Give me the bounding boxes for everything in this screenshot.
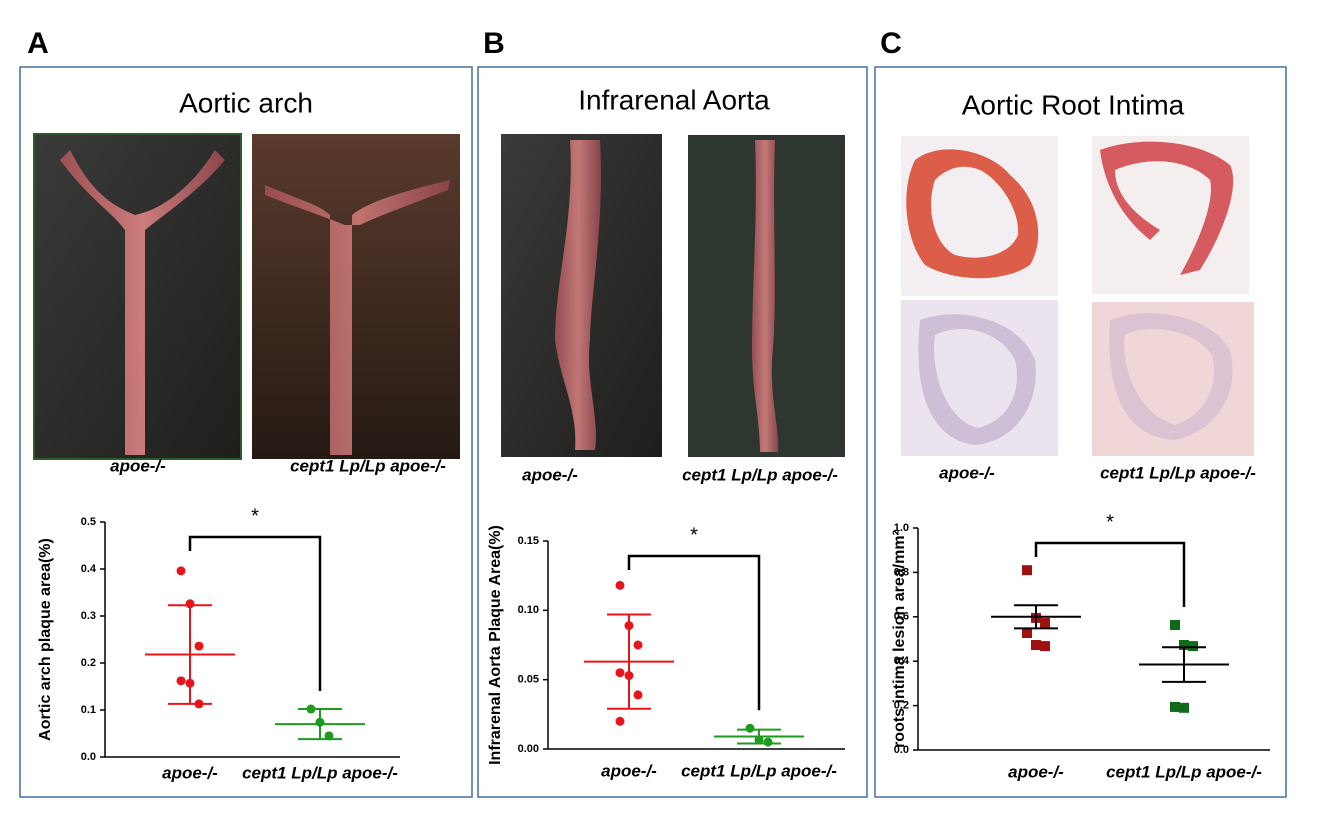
data-point [615,668,625,678]
x-tick-label: apoe-/- [162,763,218,782]
photo-caption: cept1 Lp/Lp apoe-/- [682,465,838,484]
significance-bracket [1034,541,1186,608]
panel-title: Infrarenal Aorta [578,84,770,115]
data-point [615,716,625,726]
y-tick-label: 0.1 [81,704,96,716]
error-bar [298,708,342,741]
error-bar [168,604,212,705]
data-point [1031,639,1041,650]
y-tick-label: 0.6 [894,611,909,623]
panel-label: A [27,27,49,60]
y-tick-label: 0.05 [518,674,539,686]
data-point [763,737,773,747]
x-tick-label: cept1 Lp/Lp apoe-/- [1106,762,1262,781]
y-tick-label: 0.0 [894,744,909,756]
x-tick-label: cept1 Lp/Lp apoe-/- [242,763,398,782]
data-point [176,566,186,576]
y-tick-label: 0.00 [518,743,539,755]
data-point [1170,701,1180,712]
x-tick-label: apoe-/- [601,761,657,780]
y-axis-label: Infrarenal Aorta Plaque Area(%) [487,525,504,765]
y-axis-label: Aortic arch plaque area(%) [37,538,54,741]
panel-title: Aortic Root Intima [962,89,1185,120]
data-point [1022,565,1032,576]
significance-bracket [188,535,322,692]
photos [33,133,1254,460]
y-tick-label: 0.2 [81,657,96,669]
data-point [1170,620,1180,631]
data-point [1022,628,1032,639]
y-tick-label: 0.5 [81,516,96,528]
y-tick-label: 0.3 [81,610,96,622]
y-tick-label: 0.4 [894,655,910,667]
data-point [633,690,643,700]
error-bar [607,613,651,710]
y-tick-label: 0.8 [894,566,909,578]
error-bar [1162,646,1206,683]
y-tick-label: 0.10 [518,604,539,616]
error-bar [1014,604,1058,630]
y-axis-label: roots intima lesion area/mm² [891,530,908,748]
y-tick-label: 1.0 [894,522,909,534]
data-point [633,640,643,650]
panel-frames [19,66,1287,798]
significance-label: * [251,505,259,527]
data-point [615,580,625,590]
y-tick-label: 0.15 [518,535,539,547]
data-point [324,731,334,741]
photo-caption: apoe-/- [522,465,578,484]
significance-label: * [1106,511,1114,533]
y-tick-label: 0.4 [81,563,97,575]
significance-label: * [690,524,698,546]
photo-caption: apoe-/- [939,463,995,482]
data-point [745,723,755,733]
y-tick-label: 0.0 [81,751,96,763]
data-point [1040,641,1050,652]
data-point [1179,639,1189,650]
panel-label: C [880,27,902,60]
panel-label: B [483,27,505,60]
data-point [1040,618,1050,629]
photo-caption: cept1 Lp/Lp apoe-/- [1100,463,1256,482]
significance-bracket [627,554,761,711]
photo-caption: apoe-/- [110,456,166,475]
error-bar [737,728,781,745]
y-tick-label: 0.2 [894,700,909,712]
data-point [176,676,186,686]
data-point [1179,702,1189,713]
x-tick-label: apoe-/- [1008,762,1064,781]
panel-title: Aortic arch [179,87,313,118]
x-tick-label: cept1 Lp/Lp apoe-/- [681,761,837,780]
data-point [194,641,204,651]
data-point [1188,641,1198,652]
photo-caption: cept1 Lp/Lp apoe-/- [290,456,446,475]
